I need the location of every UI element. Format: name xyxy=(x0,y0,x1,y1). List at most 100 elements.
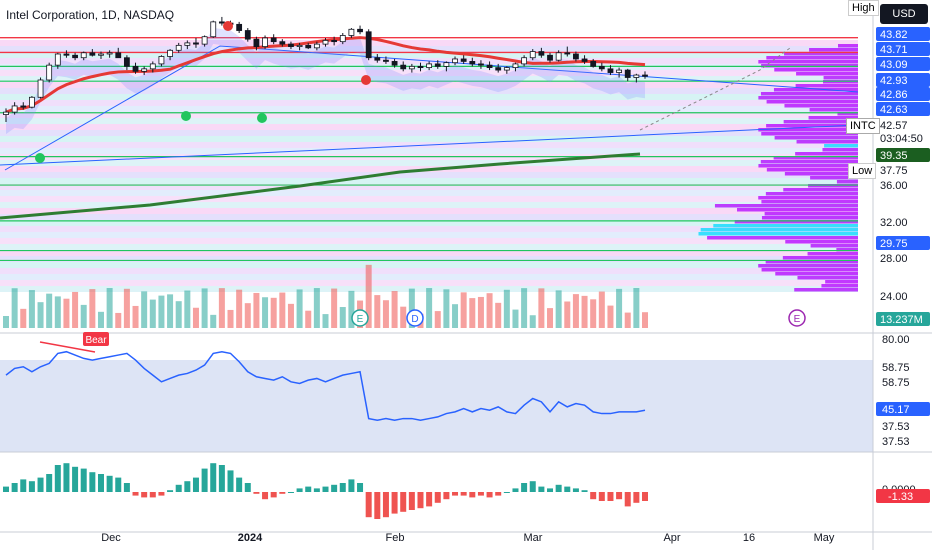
profile-bar xyxy=(758,128,858,132)
volume-bar xyxy=(624,312,631,328)
volume-bar xyxy=(305,310,312,328)
profile-bar xyxy=(765,192,858,196)
volume-bar xyxy=(210,314,217,328)
profile-bar xyxy=(774,136,858,140)
candle-body xyxy=(365,31,372,59)
volume-bar xyxy=(123,288,130,328)
candle-body xyxy=(538,51,545,56)
currency-button[interactable]: USD xyxy=(880,4,928,24)
candle-body xyxy=(374,57,381,61)
profile-bar xyxy=(808,184,858,188)
price-tag-text: 43.09 xyxy=(880,59,908,71)
signal-dot xyxy=(361,75,371,85)
candle-body xyxy=(339,35,346,43)
candle-body xyxy=(452,58,458,64)
volume-bar xyxy=(426,288,433,328)
candle-body xyxy=(262,37,268,47)
candle-body xyxy=(426,63,433,69)
volume-bar xyxy=(72,291,79,328)
profile-bar xyxy=(714,204,858,208)
volume-bar xyxy=(529,315,536,328)
volume-bar xyxy=(633,288,640,328)
volume-bar xyxy=(469,298,476,328)
candle-body xyxy=(460,58,467,62)
profile-bar xyxy=(758,164,858,168)
candle-body xyxy=(279,41,286,45)
profile-bar xyxy=(773,88,858,92)
volume-bar xyxy=(80,304,87,328)
macd-bar xyxy=(348,479,355,492)
profile-bar xyxy=(783,120,858,124)
time-label: May xyxy=(814,532,835,544)
color-band xyxy=(0,202,858,208)
bear-label-bg xyxy=(83,332,109,346)
price-tag-text: 03:04:50 xyxy=(880,133,923,145)
candle-body xyxy=(132,65,139,72)
candle-body xyxy=(331,40,338,43)
color-band xyxy=(0,214,858,220)
price-tag xyxy=(876,27,930,41)
macd-bar xyxy=(167,490,174,492)
volume-bar xyxy=(564,301,571,328)
rsi-tag-bg xyxy=(876,375,930,389)
candle-body xyxy=(633,74,640,78)
color-band xyxy=(0,262,858,268)
candles xyxy=(3,16,648,122)
candle-body xyxy=(313,43,320,49)
macd-bar xyxy=(28,481,35,492)
color-band xyxy=(0,238,858,244)
color-band xyxy=(0,124,858,130)
macd-bar xyxy=(633,492,640,503)
volume-bar xyxy=(607,305,614,328)
volume-bar xyxy=(167,294,174,328)
rsi-tag-text: 58.75 xyxy=(882,377,910,389)
volume-bar xyxy=(374,295,381,328)
projection-path xyxy=(639,47,791,131)
volume-bar xyxy=(590,299,597,328)
trendline-upper xyxy=(4,45,859,171)
color-band xyxy=(0,196,858,202)
event-marker-circle xyxy=(406,309,424,327)
color-band xyxy=(0,208,858,214)
price-tag-text: 42.63 xyxy=(880,104,908,116)
rsi-tag xyxy=(876,360,930,374)
candle-body xyxy=(89,52,96,56)
candle-body xyxy=(123,57,130,67)
profile-bar xyxy=(838,44,858,48)
macd-bar xyxy=(382,492,389,518)
volume-bars xyxy=(3,264,648,328)
volume-bar xyxy=(97,311,104,328)
rsi-tag-text: 45.17 xyxy=(882,404,910,416)
volume-bar xyxy=(227,309,234,328)
volume-bar xyxy=(192,307,199,328)
candle-body xyxy=(305,44,312,49)
dividend-marker xyxy=(406,309,424,327)
candle-body xyxy=(503,67,510,71)
profile-bar xyxy=(766,168,858,172)
macd-bar xyxy=(486,492,493,498)
color-band xyxy=(0,82,858,88)
event-marker-label: D xyxy=(411,314,418,325)
event-marker-label: E xyxy=(794,314,801,325)
price-tag xyxy=(876,57,930,71)
macd-bar xyxy=(80,468,87,492)
color-band xyxy=(0,70,858,76)
macd-bar xyxy=(72,466,79,492)
profile-bar xyxy=(785,240,858,244)
profile-bar xyxy=(761,200,858,204)
price-tag-text: 13.237M xyxy=(880,314,923,326)
profile-bar xyxy=(797,276,858,280)
rsi-band xyxy=(0,360,873,452)
volume-bar xyxy=(63,298,70,328)
volume-bar xyxy=(184,290,191,328)
profile-bar xyxy=(700,228,858,232)
candle-body xyxy=(383,59,389,62)
volume-bar xyxy=(89,289,96,328)
candle-body xyxy=(158,56,165,65)
profile-bar xyxy=(808,116,858,120)
profile-bar xyxy=(837,112,858,116)
price-tag xyxy=(876,87,930,101)
macd-bar xyxy=(469,492,476,498)
candle-body xyxy=(115,52,122,59)
